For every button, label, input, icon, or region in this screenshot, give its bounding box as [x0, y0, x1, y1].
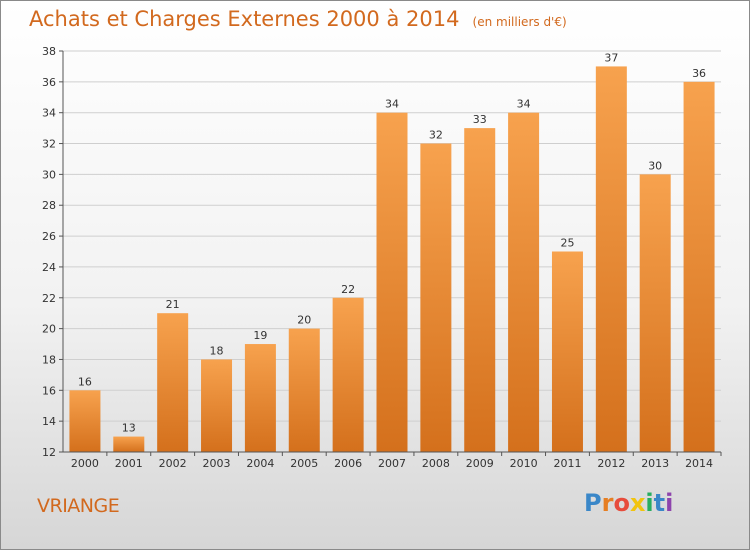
- value-label-2007: 34: [385, 98, 399, 111]
- x-tick-label-2000: 2000: [71, 457, 99, 470]
- value-label-2001: 13: [122, 422, 136, 435]
- x-tick-label-2001: 2001: [115, 457, 143, 470]
- x-tick-label-2006: 2006: [334, 457, 362, 470]
- logo-letter: t: [653, 489, 666, 517]
- bar-2000: [69, 390, 101, 452]
- y-tick-label: 12: [42, 446, 56, 459]
- value-label-2006: 22: [341, 283, 355, 296]
- title-row: Achats et Charges Externes 2000 à 2014 (…: [29, 7, 567, 31]
- bar-2005: [288, 328, 320, 452]
- logo-letter: i: [665, 489, 674, 517]
- x-tick-label-2010: 2010: [510, 457, 538, 470]
- bar-2011: [551, 251, 583, 452]
- x-tick-label-2003: 2003: [203, 457, 231, 470]
- logo-letter: P: [584, 489, 602, 517]
- y-tick-label: 16: [42, 384, 56, 397]
- y-tick-label: 32: [42, 138, 56, 151]
- value-label-2012: 37: [604, 51, 618, 64]
- x-tick-label-2005: 2005: [290, 457, 318, 470]
- chart-unit: (en milliers d'€): [472, 15, 567, 29]
- value-label-2009: 33: [473, 113, 487, 126]
- bar-2010: [508, 112, 540, 452]
- value-label-2013: 30: [648, 159, 662, 172]
- bar-2004: [244, 344, 276, 452]
- bar-2003: [201, 359, 233, 452]
- value-label-2011: 25: [560, 237, 574, 250]
- x-tick-label-2014: 2014: [685, 457, 713, 470]
- value-label-2003: 18: [210, 344, 224, 357]
- bar-2008: [420, 143, 452, 453]
- commune-name: VRIANGE: [37, 495, 120, 517]
- y-tick-label: 14: [42, 415, 56, 428]
- x-tick-label-2002: 2002: [159, 457, 187, 470]
- y-tick-label: 18: [42, 353, 56, 366]
- bar-2014: [683, 81, 715, 452]
- value-label-2004: 19: [253, 329, 267, 342]
- logo-letter: o: [613, 489, 630, 517]
- x-tick-label-2007: 2007: [378, 457, 406, 470]
- x-tick-label-2009: 2009: [466, 457, 494, 470]
- value-label-2014: 36: [692, 67, 706, 80]
- value-label-2002: 21: [166, 298, 180, 311]
- bars: 16 13 21 18 19 20 22 34 32 33 34 25 37 30 36: [69, 51, 715, 453]
- axes: 12 14 16 18 20 22 24 26 28 30 32 34 36 38 2000 2001 2002…: [42, 45, 722, 470]
- y-tick-label: 20: [42, 323, 56, 336]
- logo-letter: x: [629, 489, 646, 517]
- x-tick-label-2011: 2011: [553, 457, 581, 470]
- chart-title: Achats et Charges Externes 2000 à 2014: [29, 7, 460, 31]
- value-label-2008: 32: [429, 129, 443, 142]
- y-tick-label: 38: [42, 45, 56, 58]
- y-tick-label: 28: [42, 199, 56, 212]
- logo-letter: r: [601, 489, 614, 517]
- bar-2006: [332, 297, 364, 452]
- logo-letter: i: [645, 489, 654, 517]
- bar-2001: [113, 436, 145, 452]
- x-tick-label-2013: 2013: [641, 457, 669, 470]
- x-tick-label-2012: 2012: [597, 457, 625, 470]
- x-tick-label-2004: 2004: [246, 457, 274, 470]
- value-label-2005: 20: [297, 314, 311, 327]
- y-tick-label: 30: [42, 168, 56, 181]
- proxiti-logo[interactable]: Proxiti: [584, 489, 673, 517]
- y-tick-label: 24: [42, 261, 56, 274]
- value-label-2000: 16: [78, 375, 92, 388]
- bar-2009: [464, 128, 496, 452]
- y-tick-label: 22: [42, 292, 56, 305]
- y-tick-label: 26: [42, 230, 56, 243]
- bar-2007: [376, 112, 408, 452]
- y-tick-label: 36: [42, 76, 56, 89]
- bar-2013: [639, 174, 671, 452]
- y-tick-label: 34: [42, 107, 56, 120]
- value-label-2010: 34: [517, 98, 531, 111]
- bar-2002: [157, 313, 189, 452]
- x-tick-label-2008: 2008: [422, 457, 450, 470]
- bar-2012: [595, 66, 627, 452]
